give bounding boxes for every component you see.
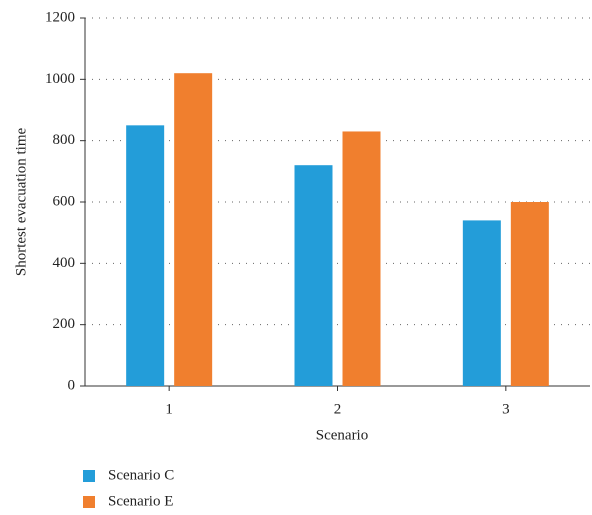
y-tick-label: 200 (53, 316, 76, 332)
legend-swatch (83, 496, 95, 508)
bar (342, 131, 381, 386)
y-tick-label: 1200 (45, 9, 75, 25)
bar (510, 202, 549, 386)
y-tick-label: 0 (68, 377, 76, 393)
bar (462, 220, 501, 386)
y-tick-label: 400 (53, 255, 76, 271)
y-axis-label: Shortest evacuation time (13, 128, 29, 277)
legend-swatch (83, 470, 95, 482)
x-tick-label: 3 (502, 401, 510, 417)
bar (126, 125, 165, 386)
x-axis-label: Scenario (316, 427, 368, 443)
legend-label: Scenario E (108, 493, 173, 509)
bar (294, 165, 333, 386)
y-tick-label: 800 (53, 132, 76, 148)
y-tick-label: 600 (53, 193, 76, 209)
x-tick-label: 2 (334, 401, 342, 417)
bar (174, 73, 213, 386)
x-tick-label: 1 (165, 401, 173, 417)
legend-label: Scenario C (108, 467, 174, 483)
y-tick-label: 1000 (45, 71, 75, 87)
